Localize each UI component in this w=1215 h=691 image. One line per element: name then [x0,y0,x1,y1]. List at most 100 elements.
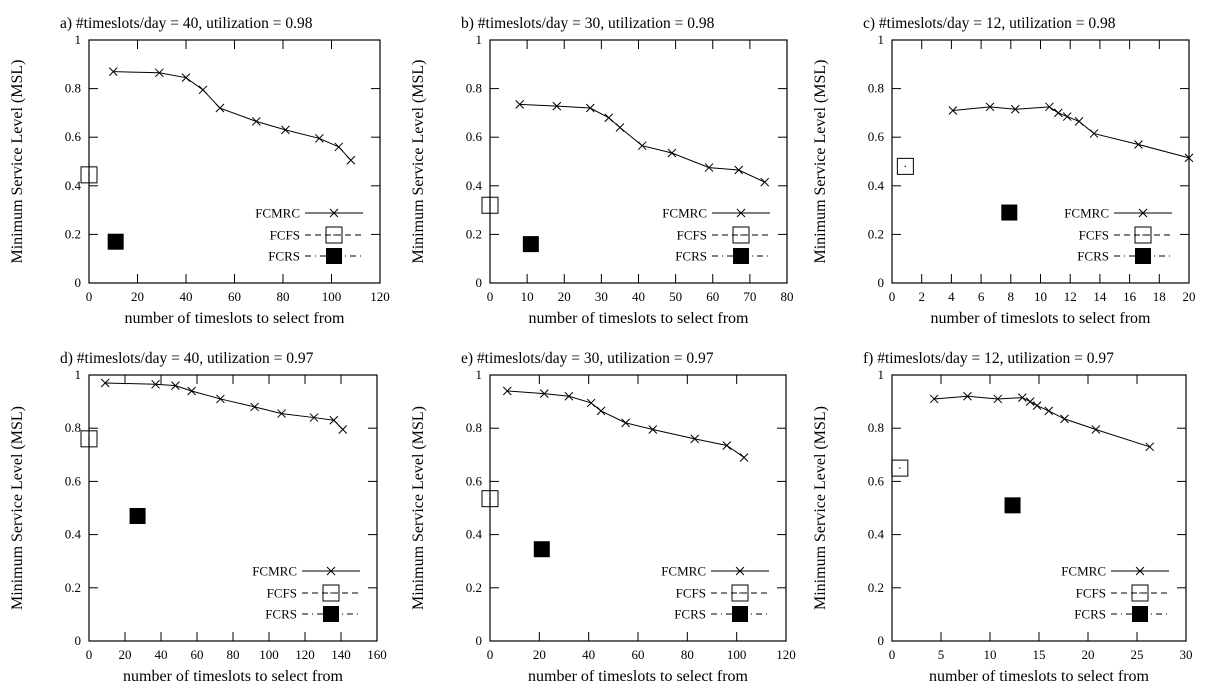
x-tick-label: 0 [487,647,494,662]
series-line-fcmrc [105,382,344,430]
legend-label-fcfs: FCFS [267,586,297,601]
plot-frame [891,39,1190,284]
legend-marker-fcfs [731,584,749,602]
data-point-fcmrc [309,413,319,422]
data-point-fcmrc [1010,104,1020,114]
data-point-fcfs [481,196,499,214]
data-point-fcmrc [1074,117,1084,126]
legend-marker-fcmrc [326,566,336,576]
legend-label-fcfs: FCFS [1076,586,1106,601]
legend-label-fcmrc: FCMRC [1061,564,1106,579]
legend-marker-fcfs [1131,584,1149,602]
x-tick-label: 80 [781,289,794,304]
x-tick-label: 40 [180,289,193,304]
x-axis-label: number of timeslots to select from [931,310,1152,327]
data-point-fcmrc [250,402,259,412]
x-tick-label: 6 [978,289,985,304]
data-point-fcmrc [1134,140,1143,149]
x-tick-label: 8 [1008,289,1015,304]
y-tick-label: 0.4 [466,178,483,193]
data-point-fcmrc [215,103,225,113]
y-tick-label: 1 [878,367,885,382]
chart-title: e) #timeslots/day = 30, utilization = 0.… [461,350,714,367]
y-tick-label: 0.8 [466,420,482,435]
data-point-fcmrc [552,101,562,111]
data-point-fcfs [80,430,98,448]
legend-label-fcmrc: FCMRC [252,564,297,579]
x-tick-label: 30 [595,289,608,304]
x-axis-label: number of timeslots to select from [529,310,750,327]
data-point-fcmrc [502,386,512,396]
data-point-fcfs [891,459,909,477]
legend-marker-fcmrc [329,208,339,218]
data-point-fcmrc [171,381,180,390]
data-point-fcmrc [198,85,208,95]
x-tick-label: 140 [331,647,351,662]
data-point-fcmrc [315,134,324,143]
y-tick-label: 1 [476,32,483,47]
x-tick-label: 0 [86,289,93,304]
data-point-fcmrc [1062,112,1072,121]
y-tick-label: 0 [878,275,885,290]
y-tick-label: 1 [878,32,885,47]
x-tick-label: 2 [918,289,925,304]
data-point-fcrs [522,236,539,253]
x-tick-label: 100 [322,289,342,304]
x-tick-label: 20 [533,647,546,662]
x-tick-label: 0 [487,289,494,304]
data-point-fcfs [481,490,499,508]
legend-marker-fcmrc [735,566,745,576]
x-tick-label: 20 [558,289,571,304]
data-point-fcmrc [1017,393,1027,402]
data-point-fcmrc [515,100,525,109]
x-tick-label: 10 [1034,289,1047,304]
x-tick-label: 20 [119,647,132,662]
x-tick-label: 160 [367,647,387,662]
y-tick-label: 0 [75,633,82,648]
x-tick-label: 12 [1064,289,1077,304]
x-tick-label: 16 [1123,289,1137,304]
y-tick-label: 0.8 [868,420,884,435]
data-point-fcmrc [187,386,196,396]
data-point-fcmrc [1184,153,1194,163]
legend-label-fcrs: FCRS [268,249,300,264]
legend-label-fcrs: FCRS [1074,607,1106,622]
x-tick-label: 20 [131,289,144,304]
y-tick-label: 0.6 [466,473,483,488]
legend-label-fcrs: FCRS [675,249,707,264]
x-tick-label: 4 [948,289,955,304]
data-point-fcrs [533,541,550,558]
legend-label-fcmrc: FCMRC [255,206,300,221]
data-point-fcmrc [216,394,225,404]
x-tick-label: 10 [521,289,534,304]
y-tick-label: 0.2 [65,580,81,595]
data-point-fcmrc [151,379,160,389]
data-point-fcmrc [637,141,647,151]
data-point-fcmrc [704,163,714,172]
data-point-fcmrc [667,148,677,158]
y-axis-label: Minimum Service Level (MSL) [812,60,829,264]
data-point-fcrs [1001,204,1018,221]
x-tick-label: 0 [889,647,896,662]
x-axis-label: number of timeslots to select from [125,310,346,327]
data-point-fcmrc [564,391,574,401]
data-point-fcmrc [251,117,261,126]
data-point-fcmrc [993,394,1003,404]
data-point-fcmrc [596,406,606,416]
y-tick-label: 0 [878,633,885,648]
y-axis-label: Minimum Service Level (MSL) [9,406,26,610]
legend-label-fcfs: FCFS [270,228,300,243]
x-tick-label: 100 [259,647,279,662]
data-point-fcmrc [338,425,348,434]
y-tick-label: 0.4 [466,527,483,542]
x-tick-label: 50 [669,289,682,304]
y-tick-label: 0.2 [466,580,482,595]
data-point-fcmrc [100,378,110,388]
legend: FCMRC FCFS FCRS [661,564,769,622]
legend-marker-fcrs [1132,606,1148,622]
legend-marker-fcmrc [1135,566,1145,576]
y-tick-label: 1 [75,32,82,47]
series-line-fcmrc [952,106,1190,159]
legend-marker-fcfs [325,226,343,244]
